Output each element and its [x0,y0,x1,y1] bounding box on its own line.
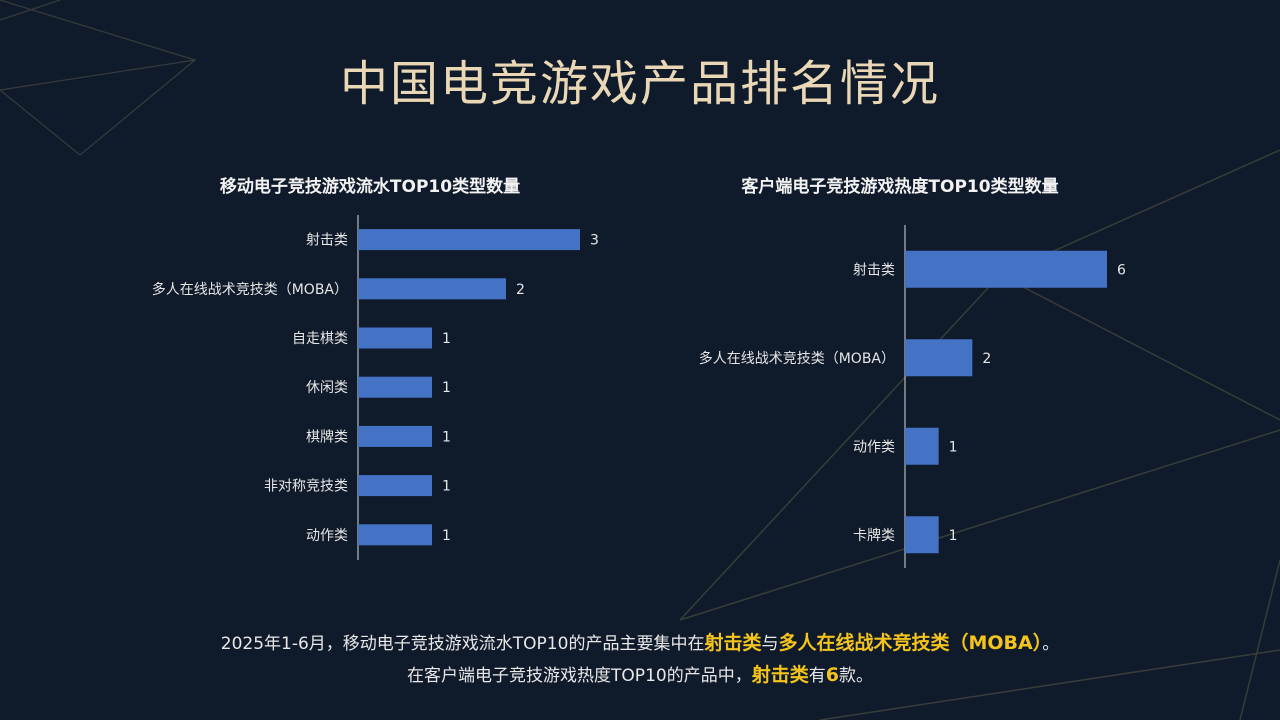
chart-title-mobile: 移动电子竞技游戏流水TOP10类型数量 [219,177,521,197]
page-title: 中国电竞游戏产品排名情况 [339,56,940,112]
summary-text: 有 [808,666,826,686]
value-label: 3 [590,233,599,249]
bar [905,427,939,465]
summary-text: 与 [761,634,779,654]
value-label: 1 [442,331,451,347]
bar [358,425,432,447]
bar [358,327,432,349]
highlight-text: 射击类 [704,632,762,654]
category-label: 射击类 [306,233,348,249]
value-label: 1 [442,429,451,445]
mobile-bar-chart: 射击类 3 多人在线战术竞技类（MOBA） 2 自走棋类 1 休闲类 1 棋牌类 1 非对称竞技类 1… [152,215,599,560]
category-label: 非对称竞技类 [264,478,348,495]
highlight-text: 6 [825,664,839,686]
highlight-text: 多人在线战术竞技类（MOBA） [778,632,1043,654]
bar [905,339,973,377]
value-label: 1 [442,380,451,396]
category-label: 多人在线战术竞技类（MOBA） [699,350,895,367]
summary-text: 。 [1042,634,1060,654]
summary-text: 款。 [838,666,873,686]
category-label: 自走棋类 [292,331,348,347]
bar [358,376,432,398]
summary-text: 2025年1-6月，移动电子竞技游戏流水TOP10的产品主要集中在 [220,634,705,654]
category-label: 动作类 [853,439,895,455]
bar [358,229,580,251]
bar [905,516,939,554]
value-label: 1 [949,439,958,455]
value-label: 1 [949,528,958,544]
category-label: 多人在线战术竞技类（MOBA） [152,281,348,298]
summary-line-2: 在客户端电子竞技游戏热度TOP10的产品中，射击类有6款。 [0,660,1280,687]
client-bar-chart: 射击类 6 多人在线战术竞技类（MOBA） 2 动作类 1 卡牌类 1 [699,225,1126,568]
category-label: 卡牌类 [853,527,895,544]
category-label: 动作类 [306,528,348,544]
value-label: 1 [442,528,451,544]
category-label: 射击类 [853,262,895,278]
category-label: 棋牌类 [306,428,348,445]
bar [905,250,1107,288]
bar [358,278,506,300]
summary-line-1: 2025年1-6月，移动电子竞技游戏流水TOP10的产品主要集中在射击类与多人在… [0,628,1280,655]
bar [358,475,432,497]
summary-text: 在客户端电子竞技游戏热度TOP10的产品中， [407,666,752,686]
value-label: 2 [516,282,525,298]
chart-title-client: 客户端电子竞技游戏热度TOP10类型数量 [741,177,1059,197]
category-label: 休闲类 [306,380,348,396]
value-label: 1 [442,479,451,495]
value-label: 6 [1117,262,1126,278]
highlight-text: 射击类 [751,664,809,686]
bar [358,524,432,546]
value-label: 2 [982,351,991,367]
